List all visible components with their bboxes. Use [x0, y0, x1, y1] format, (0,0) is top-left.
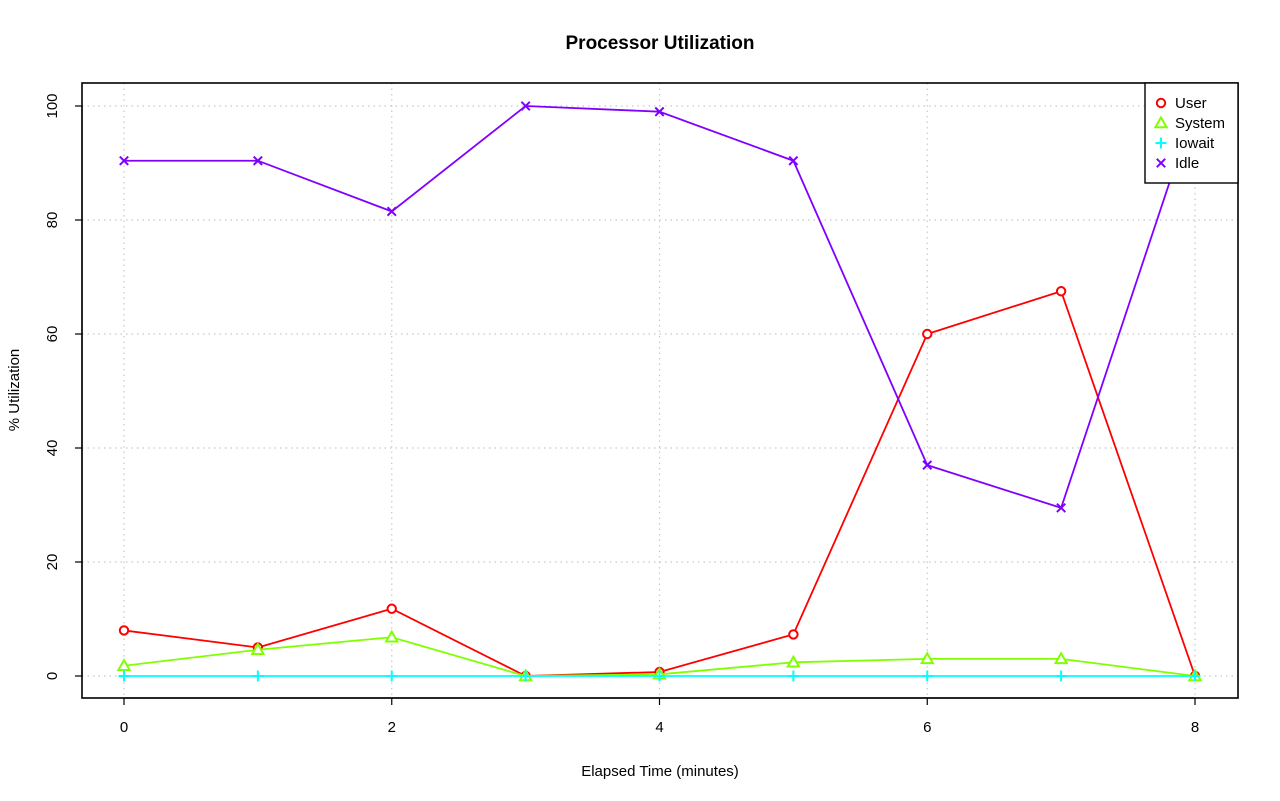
data-point-idle — [252, 155, 263, 166]
legend-label-system: System — [1175, 115, 1225, 132]
data-point-system — [1053, 651, 1069, 665]
data-point-user — [386, 603, 397, 614]
y-tick-label: 80 — [44, 212, 61, 229]
legend-item-iowait: Iowait — [1155, 135, 1215, 152]
legend-item-user: User — [1155, 95, 1207, 112]
data-point-user — [922, 328, 933, 340]
chart-title: Processor Utilization — [566, 33, 755, 54]
data-point-iowait — [787, 670, 799, 682]
series-iowait — [118, 670, 1201, 682]
data-point-system — [116, 658, 132, 671]
legend: User System Iowait Idle — [1144, 82, 1239, 184]
data-point-idle — [119, 155, 129, 166]
data-point-idle — [922, 460, 933, 471]
data-point-iowait — [654, 670, 665, 682]
data-point-idle — [788, 155, 799, 166]
legend-label-user: User — [1175, 95, 1207, 112]
y-tick-label: 60 — [44, 326, 61, 343]
data-point-user — [1055, 286, 1067, 297]
data-point-iowait — [252, 670, 264, 682]
legend-item-system: System — [1153, 115, 1225, 132]
legend-marker-idle — [1156, 158, 1166, 168]
legend-marker-iowait — [1155, 137, 1167, 149]
legend-label-idle: Idle — [1175, 155, 1199, 172]
data-point-system — [786, 654, 801, 668]
x-tick-label: 4 — [655, 719, 663, 736]
legend-label-iowait: Iowait — [1175, 135, 1215, 152]
y-tick-label: 100 — [44, 93, 61, 118]
y-tick-label: 20 — [44, 554, 61, 571]
data-point-system — [250, 642, 266, 655]
grid — [82, 83, 1238, 698]
data-point-system — [919, 651, 935, 665]
legend-item-idle: Idle — [1156, 155, 1199, 172]
data-point-user — [788, 629, 799, 640]
data-point-system — [384, 629, 400, 643]
data-point-iowait — [118, 670, 130, 682]
series-user — [118, 286, 1201, 682]
data-point-iowait — [520, 670, 532, 682]
legend-marker-system — [1153, 115, 1169, 129]
data-point-idle — [654, 106, 665, 117]
series-layer — [116, 101, 1203, 682]
data-point-idle — [1056, 502, 1067, 513]
series-idle — [119, 101, 1200, 513]
legend-marker-user — [1155, 97, 1167, 109]
data-point-user — [118, 625, 130, 636]
y-tick-label: 0 — [44, 672, 61, 680]
y-axis-label: % Utilization — [6, 349, 23, 432]
series-line-user — [123, 290, 1196, 677]
x-tick-label: 2 — [388, 719, 396, 736]
data-point-iowait — [1189, 670, 1201, 682]
data-point-iowait — [1055, 670, 1067, 682]
x-axis-label: Elapsed Time (minutes) — [581, 763, 739, 780]
data-point-idle — [386, 206, 397, 217]
x-tick-label: 0 — [120, 719, 128, 736]
data-point-idle — [520, 101, 531, 111]
x-tick-label: 8 — [1191, 719, 1199, 736]
data-point-iowait — [386, 670, 398, 682]
data-point-iowait — [921, 670, 933, 682]
x-tick-label: 6 — [923, 719, 931, 736]
y-tick-label: 40 — [44, 440, 61, 457]
x-axis: 0 2 4 6 8 — [120, 697, 1199, 736]
y-axis: 0 20 40 60 80 100 — [44, 93, 83, 680]
